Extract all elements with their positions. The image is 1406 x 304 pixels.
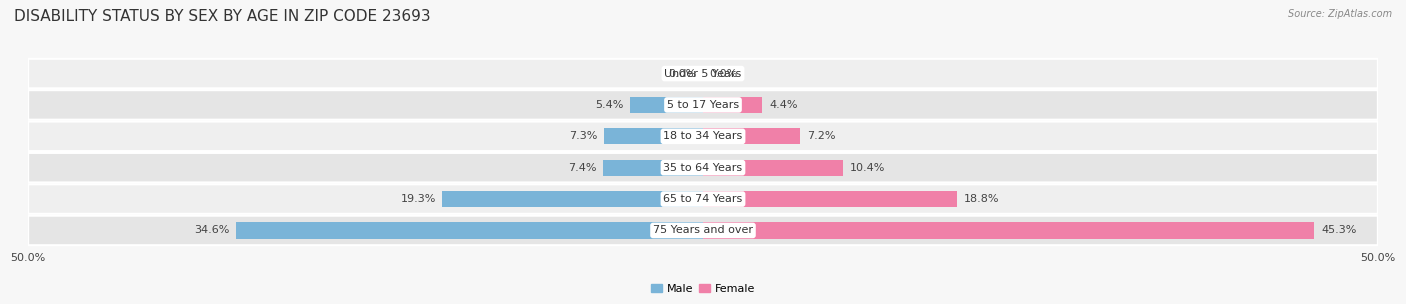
Text: 45.3%: 45.3%	[1322, 226, 1357, 236]
FancyBboxPatch shape	[28, 59, 1378, 88]
Bar	[703, 97, 762, 113]
Text: 65 to 74 Years: 65 to 74 Years	[664, 194, 742, 204]
Bar	[443, 191, 703, 207]
FancyBboxPatch shape	[28, 90, 1378, 120]
Bar	[703, 128, 800, 144]
Text: 5.4%: 5.4%	[595, 100, 623, 110]
Bar	[236, 222, 703, 239]
FancyBboxPatch shape	[28, 122, 1378, 151]
Text: 10.4%: 10.4%	[851, 163, 886, 173]
Text: 34.6%: 34.6%	[194, 226, 229, 236]
Text: 18 to 34 Years: 18 to 34 Years	[664, 131, 742, 141]
Text: 75 Years and over: 75 Years and over	[652, 226, 754, 236]
FancyBboxPatch shape	[28, 153, 1378, 182]
Bar	[703, 160, 844, 176]
Text: 19.3%: 19.3%	[401, 194, 436, 204]
FancyBboxPatch shape	[28, 216, 1378, 245]
Bar	[703, 222, 1315, 239]
Text: 18.8%: 18.8%	[963, 194, 1000, 204]
Text: 5 to 17 Years: 5 to 17 Years	[666, 100, 740, 110]
Text: 7.2%: 7.2%	[807, 131, 835, 141]
Legend: Male, Female: Male, Female	[647, 279, 759, 298]
Text: DISABILITY STATUS BY SEX BY AGE IN ZIP CODE 23693: DISABILITY STATUS BY SEX BY AGE IN ZIP C…	[14, 9, 430, 24]
FancyBboxPatch shape	[28, 184, 1378, 214]
Text: 35 to 64 Years: 35 to 64 Years	[664, 163, 742, 173]
Bar	[603, 160, 703, 176]
Text: 7.3%: 7.3%	[569, 131, 598, 141]
Text: 0.0%: 0.0%	[710, 68, 738, 78]
Text: 4.4%: 4.4%	[769, 100, 797, 110]
Bar	[703, 191, 956, 207]
Bar	[605, 128, 703, 144]
Text: Under 5 Years: Under 5 Years	[665, 68, 741, 78]
Text: 7.4%: 7.4%	[568, 163, 596, 173]
Text: 0.0%: 0.0%	[668, 68, 696, 78]
Text: Source: ZipAtlas.com: Source: ZipAtlas.com	[1288, 9, 1392, 19]
Bar	[630, 97, 703, 113]
